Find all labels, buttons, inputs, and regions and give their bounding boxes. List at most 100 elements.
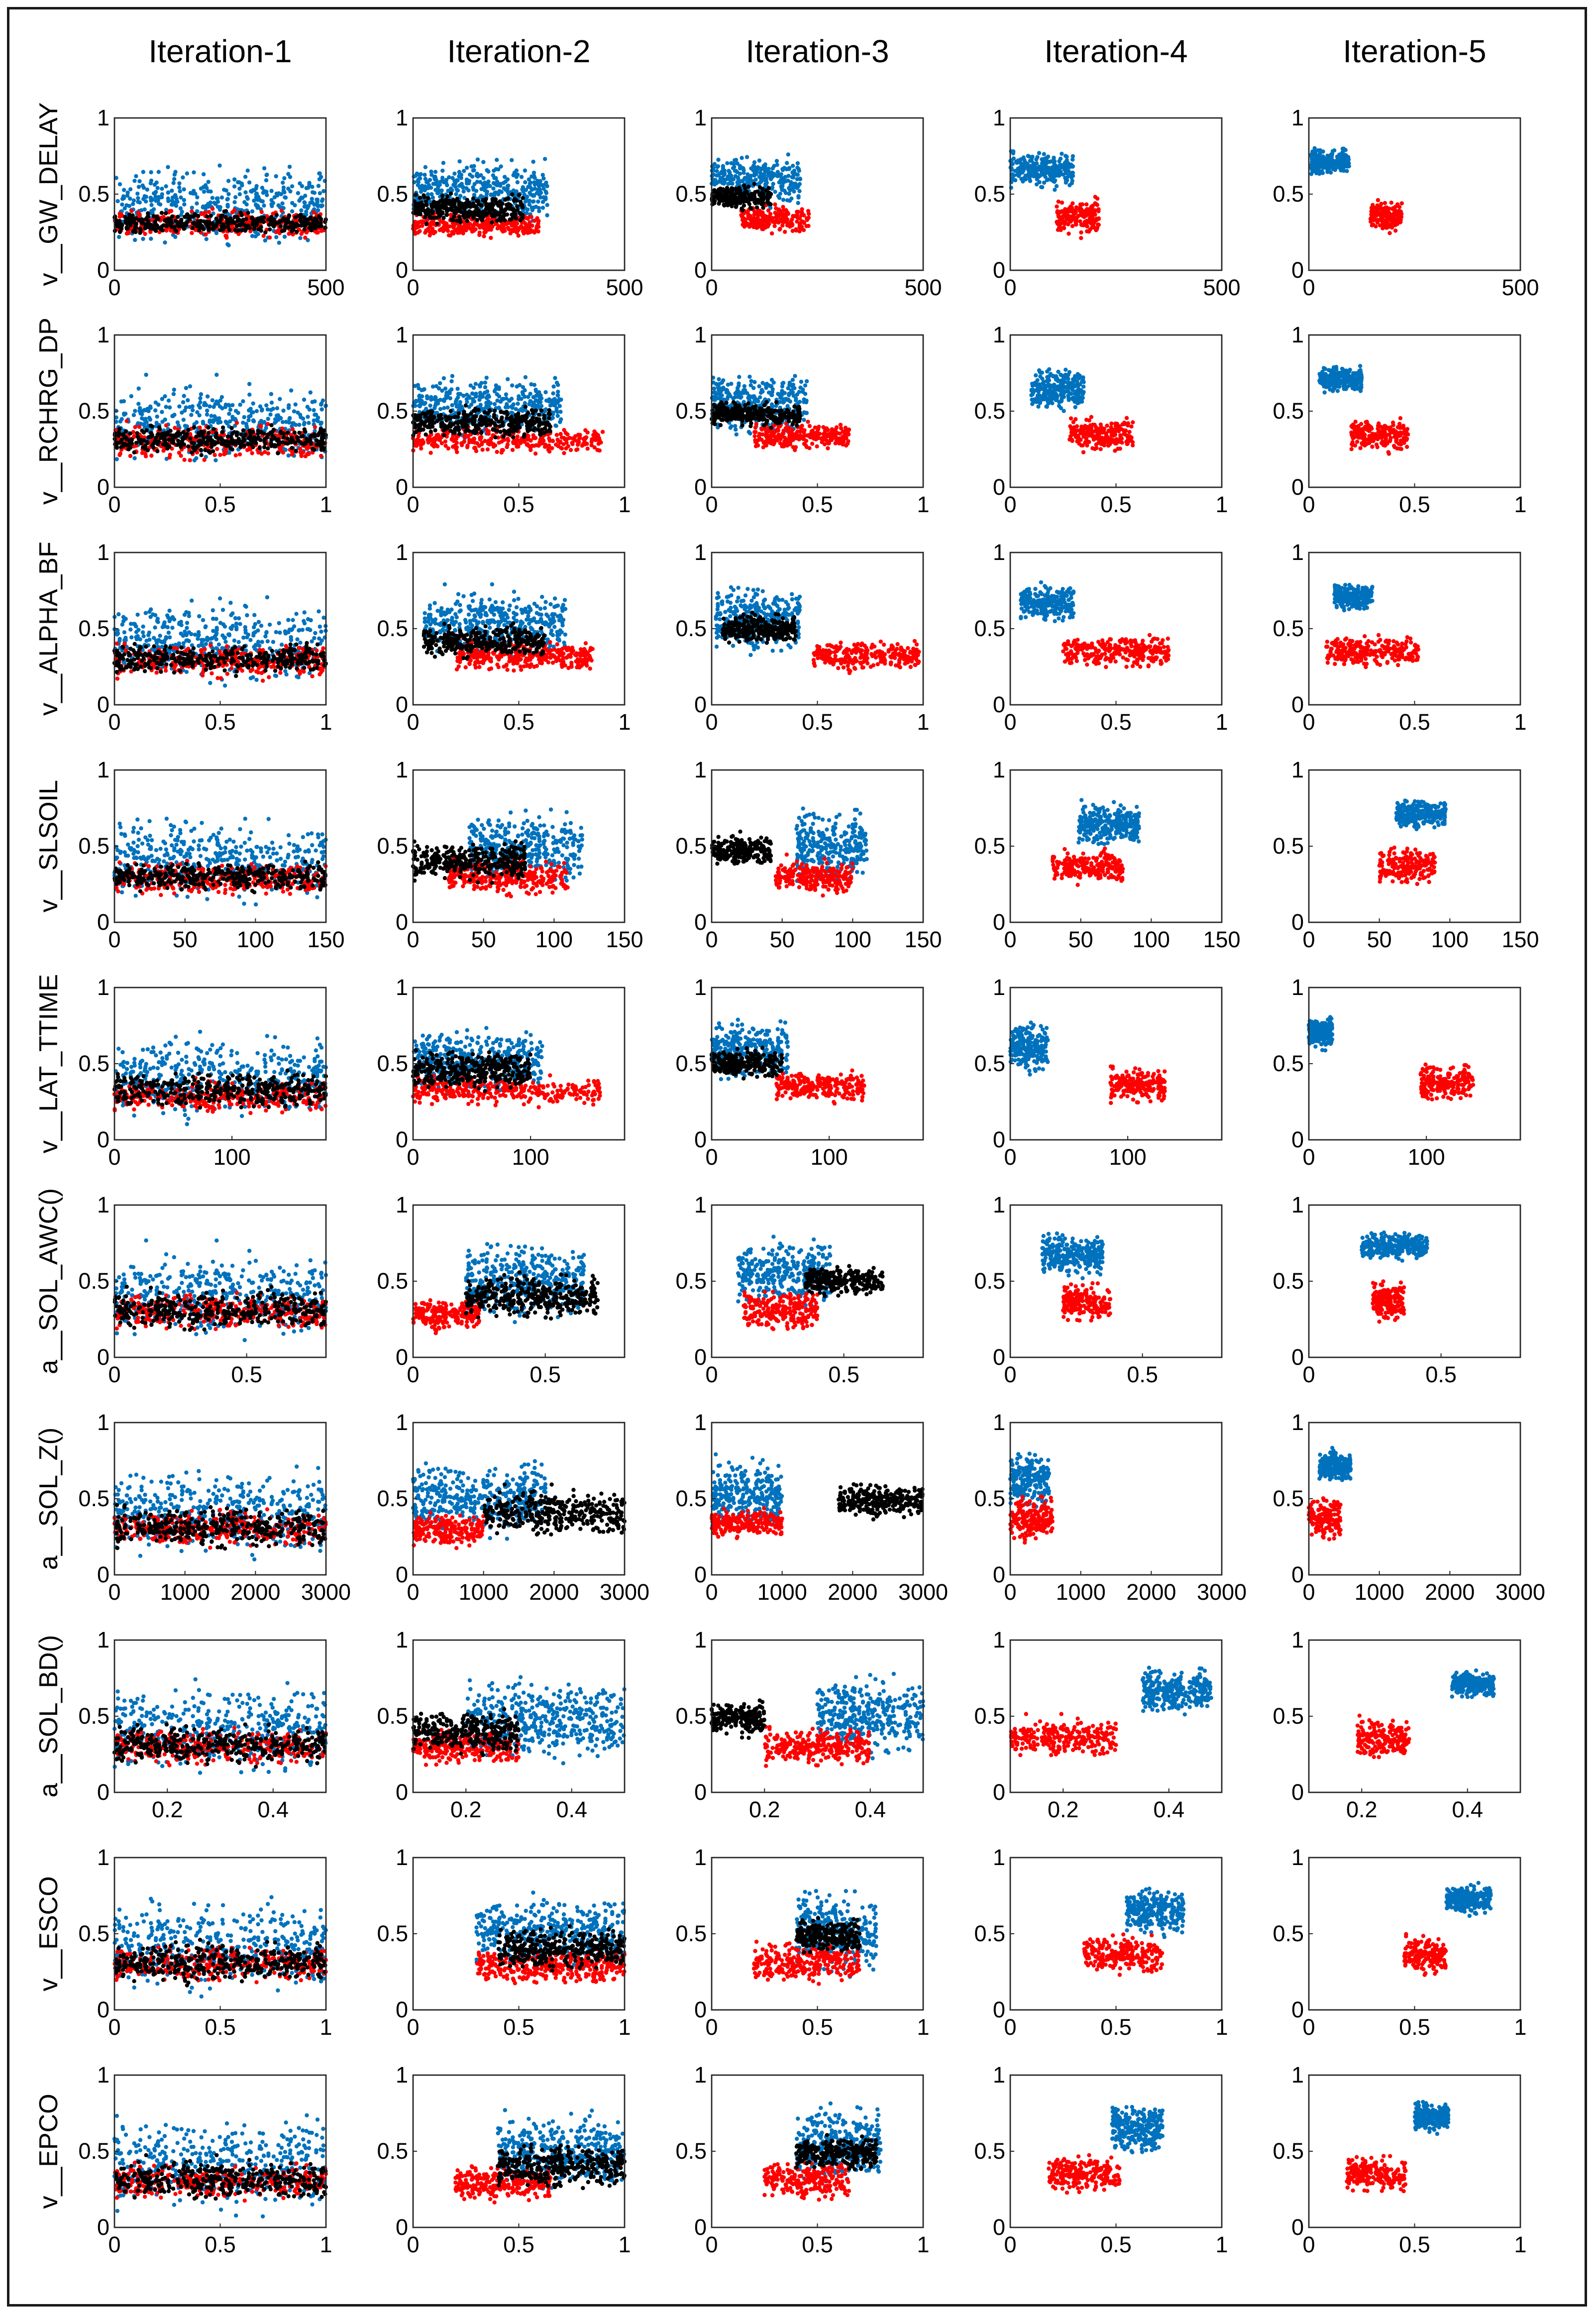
black-point [286,217,290,221]
blue-point [195,202,199,206]
black-point [219,224,223,228]
black-point [270,219,274,223]
black-point [197,228,201,232]
blue-point [317,184,320,188]
black-point [299,223,303,227]
blue-point [171,196,175,200]
black-point [205,215,209,219]
blue-point [166,191,170,195]
blue-point [209,201,213,205]
column-title: Iteration-1 [148,33,292,69]
black-point [283,226,287,230]
black-point [185,212,189,216]
black-point [196,214,200,218]
blue-point [115,199,119,203]
blue-point [253,234,257,238]
red-point [268,235,272,239]
black-point [240,213,244,217]
blue-point [137,185,141,189]
blue-point [320,198,324,202]
blue-point [181,175,185,179]
blue-point [232,200,236,204]
blue-point [293,203,297,207]
blue-point [288,165,292,169]
blue-point [164,184,168,188]
blue-point [232,184,236,188]
red-point [299,232,303,236]
blue-point [152,207,156,211]
black-point [273,221,277,225]
blue-point [255,192,259,196]
blue-point [133,238,137,242]
black-point [218,228,222,232]
red-point [164,228,168,232]
black-point [226,225,230,229]
blue-point [156,186,160,190]
x-tick-label: 0 [108,275,120,300]
blue-point [243,175,247,179]
blue-point [182,203,186,207]
black-point [162,223,166,227]
red-point [280,209,284,213]
blue-point [170,189,174,193]
blue-point [298,236,302,240]
blue-point [317,171,321,175]
blue-point [131,202,135,206]
blue-point [288,175,292,179]
blue-point [195,195,199,199]
blue-point [280,202,284,206]
black-point [313,226,317,230]
blue-point [173,173,177,177]
blue-point [269,198,273,202]
blue-point [212,201,216,205]
black-point [160,211,164,215]
blue-point [128,187,132,191]
black-point [131,217,135,221]
black-point [268,227,272,231]
blue-point [240,183,244,187]
black-point [222,210,226,214]
blue-point [299,209,303,213]
red-point [126,231,130,235]
blue-point [541,206,545,210]
blue-point [157,170,161,174]
column-title: Iteration-5 [1343,33,1486,69]
blue-point [137,179,141,183]
red-point [303,235,307,239]
black-point [310,228,314,232]
x-tick-label: 500 [307,275,344,300]
blue-point [281,181,285,185]
black-point [303,227,307,231]
black-point [176,215,180,219]
black-point [173,228,177,232]
blue-point [134,174,138,178]
blue-point [170,203,174,207]
blue-point [274,174,278,178]
blue-point [199,187,203,191]
black-point [133,230,137,234]
red-point [260,210,264,214]
black-point [236,228,240,232]
black-point [167,217,171,221]
black-point [290,221,294,224]
black-point [191,221,195,225]
black-point [279,224,283,228]
blue-point [132,179,136,183]
black-point [255,217,259,221]
black-point [232,215,236,219]
blue-point [282,189,286,193]
blue-point [179,206,183,210]
blue-point [214,231,218,235]
blue-point [303,194,307,198]
red-point [169,228,173,232]
blue-point [246,197,250,201]
blue-point [120,203,124,207]
blue-point [306,206,310,210]
blue-point [310,197,314,201]
blue-point [178,189,182,193]
blue-point [149,170,153,174]
y-tick-label: 1 [97,105,109,130]
blue-point [462,169,466,173]
black-point [250,216,254,220]
black-point [184,221,188,225]
